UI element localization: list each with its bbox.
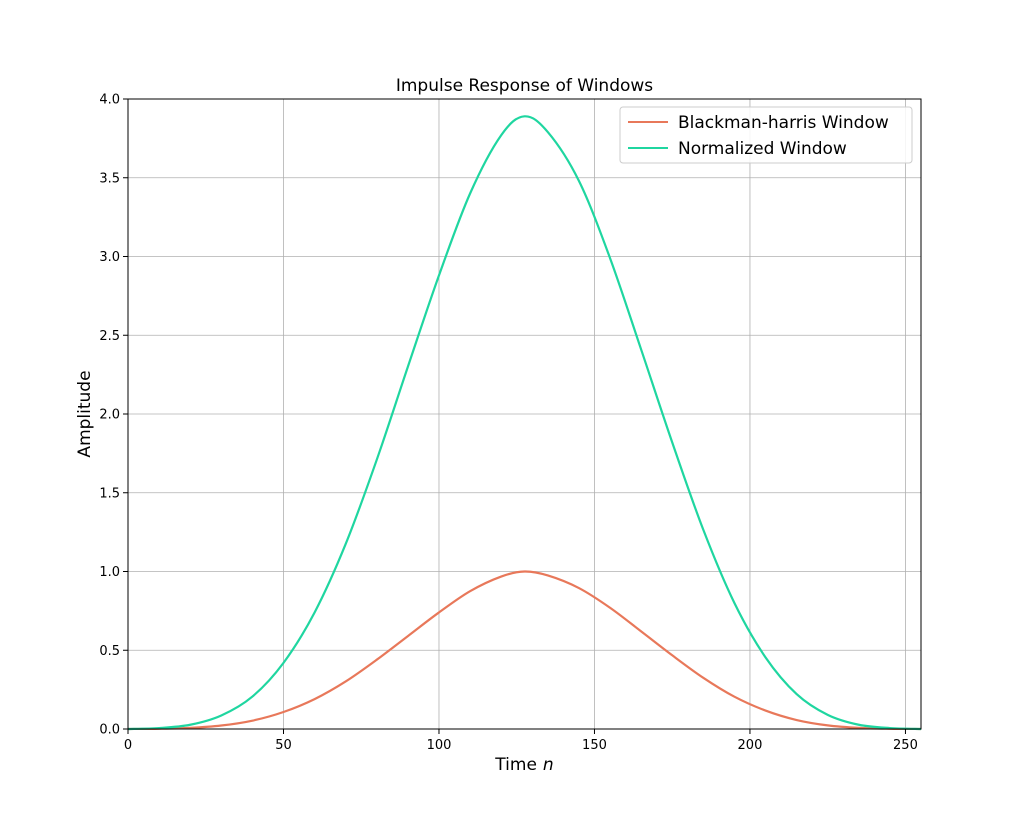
y-axis-ticks: 0.0 0.5 1.0 1.5 2.0 2.5 3.0 3.5 4.0 (99, 93, 128, 738)
y-axis-title: Amplitude (75, 370, 95, 457)
y-tick-label: 3.0 (99, 250, 120, 265)
y-tick-label: 1.0 (99, 565, 120, 580)
y-tick-label: 2.5 (99, 329, 120, 344)
x-tick-label: 100 (427, 738, 452, 753)
x-axis-title-variable: n (543, 755, 554, 775)
series-line-1 (127, 115, 922, 731)
legend-label-normalized: Normalized Window (678, 139, 847, 159)
x-axis-title: Time n (494, 755, 553, 775)
legend-label-blackman-harris: Blackman-harris Window (678, 113, 889, 133)
y-tick-label: 2.0 (99, 408, 120, 423)
legend-box (619, 106, 913, 164)
series-line-0 (127, 570, 922, 731)
x-tick-label: 0 (124, 738, 132, 753)
y-tick-label: 0.0 (99, 723, 120, 738)
series-layer (127, 115, 922, 731)
legend: Blackman-harris Window Normalized Window (619, 106, 913, 164)
x-tick-label: 250 (893, 738, 918, 753)
y-tick-label: 0.5 (99, 644, 120, 659)
chart-title: Impulse Response of Windows (396, 76, 653, 96)
x-axis-title-text: Time (494, 755, 537, 775)
x-tick-label: 150 (582, 738, 607, 753)
x-tick-label: 200 (738, 738, 763, 753)
x-tick-label: 50 (275, 738, 292, 753)
y-tick-label: 1.5 (99, 486, 120, 501)
y-tick-label: 3.5 (99, 171, 120, 186)
y-tick-label: 4.0 (99, 93, 120, 108)
x-axis-ticks: 0 50 100 150 200 250 (124, 729, 918, 753)
